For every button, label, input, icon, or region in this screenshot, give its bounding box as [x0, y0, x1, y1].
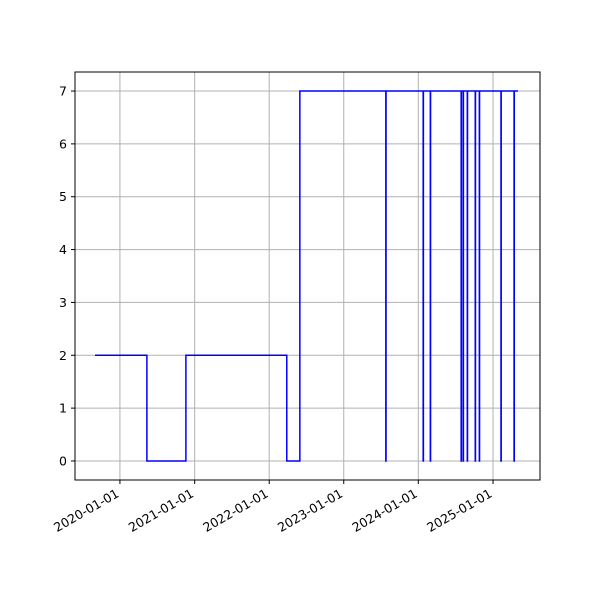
x-tick-label: 2020-01-01	[51, 486, 121, 535]
y-tick-label: 7	[59, 84, 67, 99]
y-tick-label: 4	[59, 242, 67, 257]
data-line	[95, 90, 518, 462]
x-tick-label: 2022-01-01	[200, 486, 270, 535]
x-tick-label: 2024-01-01	[349, 486, 419, 535]
plot-frame	[74, 71, 541, 481]
x-tick-label: 2021-01-01	[126, 486, 196, 535]
y-tick-label: 0	[59, 453, 67, 468]
x-tick-label: 2023-01-01	[275, 486, 345, 535]
y-tick-label: 5	[59, 189, 67, 204]
y-tick-label: 1	[59, 401, 67, 416]
y-tick-label: 3	[59, 295, 67, 310]
y-tick-label: 6	[59, 136, 67, 151]
x-tick-label: 2025-01-01	[424, 486, 494, 535]
y-tick-label: 2	[59, 348, 67, 363]
